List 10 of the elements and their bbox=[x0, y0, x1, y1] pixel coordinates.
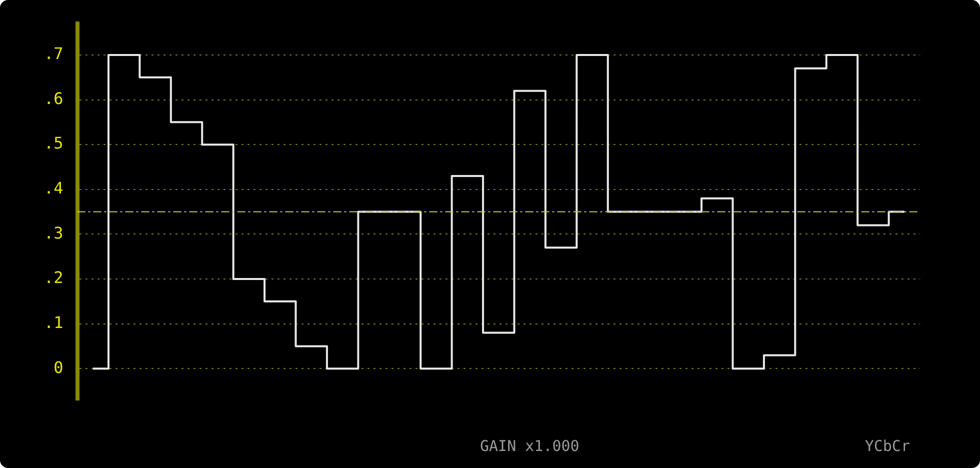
text: GAIN x1.000 bbox=[480, 437, 580, 455]
text: YCbCr bbox=[864, 437, 910, 455]
y-tick-label: .6 bbox=[44, 88, 64, 108]
y-tick-label: .7 bbox=[44, 44, 64, 64]
y-tick-label: 0 bbox=[54, 358, 64, 377]
y-tick-label: .5 bbox=[44, 134, 64, 153]
y-tick-label: .3 bbox=[44, 223, 64, 242]
y-tick-label: .2 bbox=[44, 268, 64, 288]
y-tick-label: .1 bbox=[44, 312, 64, 332]
y-tick-label: .4 bbox=[44, 178, 64, 198]
